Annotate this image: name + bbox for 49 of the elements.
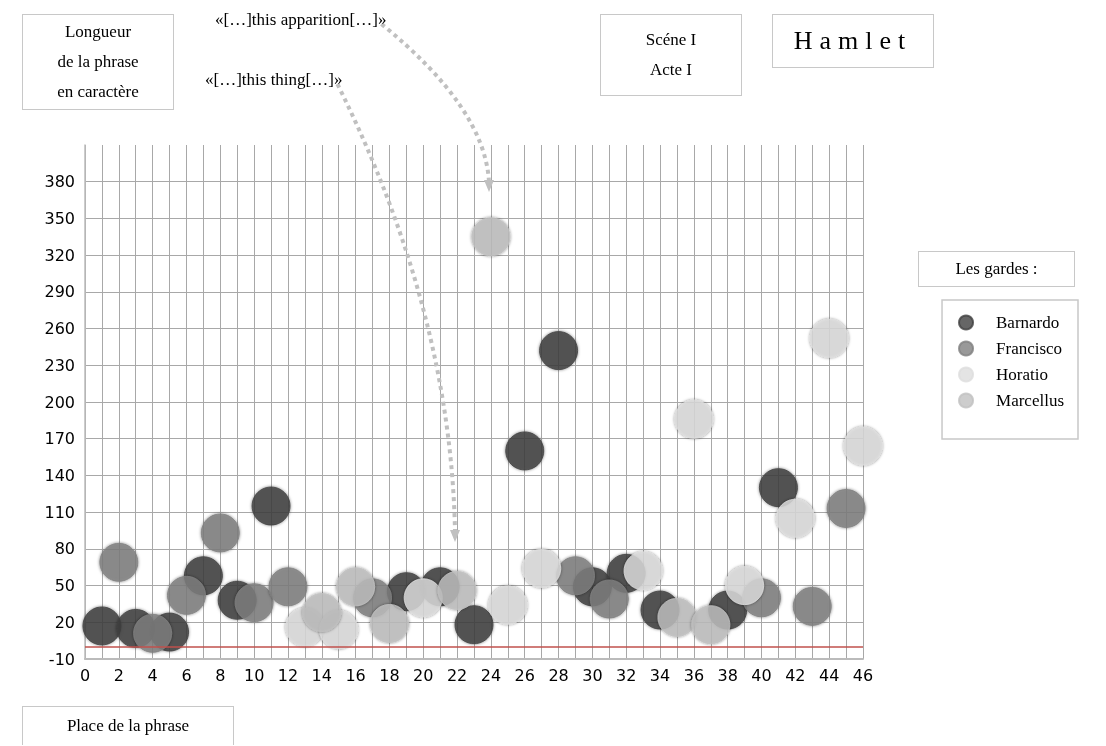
text: «[…]this apparition[…]» bbox=[215, 10, 387, 30]
y-tick-label: 200 bbox=[44, 392, 75, 412]
y-tick-label: 290 bbox=[44, 282, 75, 302]
x-tick-label: 16 bbox=[345, 665, 366, 685]
legend-label: Barnardo bbox=[996, 313, 1060, 332]
y-tick-label: 230 bbox=[44, 355, 75, 375]
x-tick-label: 8 bbox=[215, 665, 226, 685]
y-tick-label: 350 bbox=[44, 208, 75, 228]
y-tick-label: 140 bbox=[44, 465, 75, 485]
x-tick-label: 18 bbox=[379, 665, 400, 685]
y-tick-label: -10 bbox=[48, 649, 75, 669]
x-tick-label: 2 bbox=[113, 665, 124, 685]
x-tick-label: 42 bbox=[785, 665, 806, 685]
x-tick-label: 46 bbox=[852, 665, 874, 685]
x-tick-label: 26 bbox=[514, 665, 535, 685]
x-tick-label: 12 bbox=[277, 665, 299, 685]
text: «[…]this thing[…]» bbox=[205, 70, 343, 90]
chart-title: Hamlet bbox=[772, 14, 934, 68]
x-tick-label: 34 bbox=[649, 665, 671, 685]
x-tick-label: 4 bbox=[147, 665, 158, 685]
y-tick-label: 80 bbox=[54, 539, 75, 559]
y-tick-label: 110 bbox=[44, 502, 75, 522]
x-tick-label: 0 bbox=[79, 665, 91, 685]
legend-label: Horatio bbox=[996, 365, 1048, 384]
x-tick-label: 32 bbox=[616, 665, 637, 685]
x-tick-label: 24 bbox=[480, 665, 502, 685]
y-tick-label: 50 bbox=[54, 576, 75, 596]
y-tick-label: 380 bbox=[44, 172, 75, 192]
x-tick-label: 28 bbox=[548, 665, 569, 685]
x-tick-label: 36 bbox=[683, 665, 705, 685]
legend-title: Les gardes : bbox=[918, 251, 1075, 287]
x-axis-title: Place de la phrase bbox=[22, 706, 234, 745]
x-tick-label: 20 bbox=[413, 665, 434, 685]
x-tick-label: 30 bbox=[582, 665, 603, 685]
y-tick-label: 320 bbox=[44, 245, 75, 265]
x-tick-label: 40 bbox=[751, 665, 772, 685]
y-tick-label: 20 bbox=[54, 612, 75, 632]
chart-subtitle: Scéne I Acte I bbox=[600, 14, 742, 96]
x-tick-label: 38 bbox=[717, 665, 738, 685]
y-tick-label: 170 bbox=[44, 429, 75, 449]
y-tick-label: 260 bbox=[44, 319, 75, 339]
x-tick-label: 10 bbox=[243, 665, 265, 685]
legend-label: Marcellus bbox=[996, 391, 1065, 410]
x-tick-label: 44 bbox=[818, 665, 840, 685]
x-tick-label: 22 bbox=[446, 665, 468, 685]
legend-label: Francisco bbox=[996, 339, 1063, 358]
y-axis-title: Longueur de la phrase en caractère bbox=[22, 14, 174, 110]
x-tick-label: 6 bbox=[181, 665, 192, 685]
x-tick-label: 14 bbox=[311, 665, 332, 685]
